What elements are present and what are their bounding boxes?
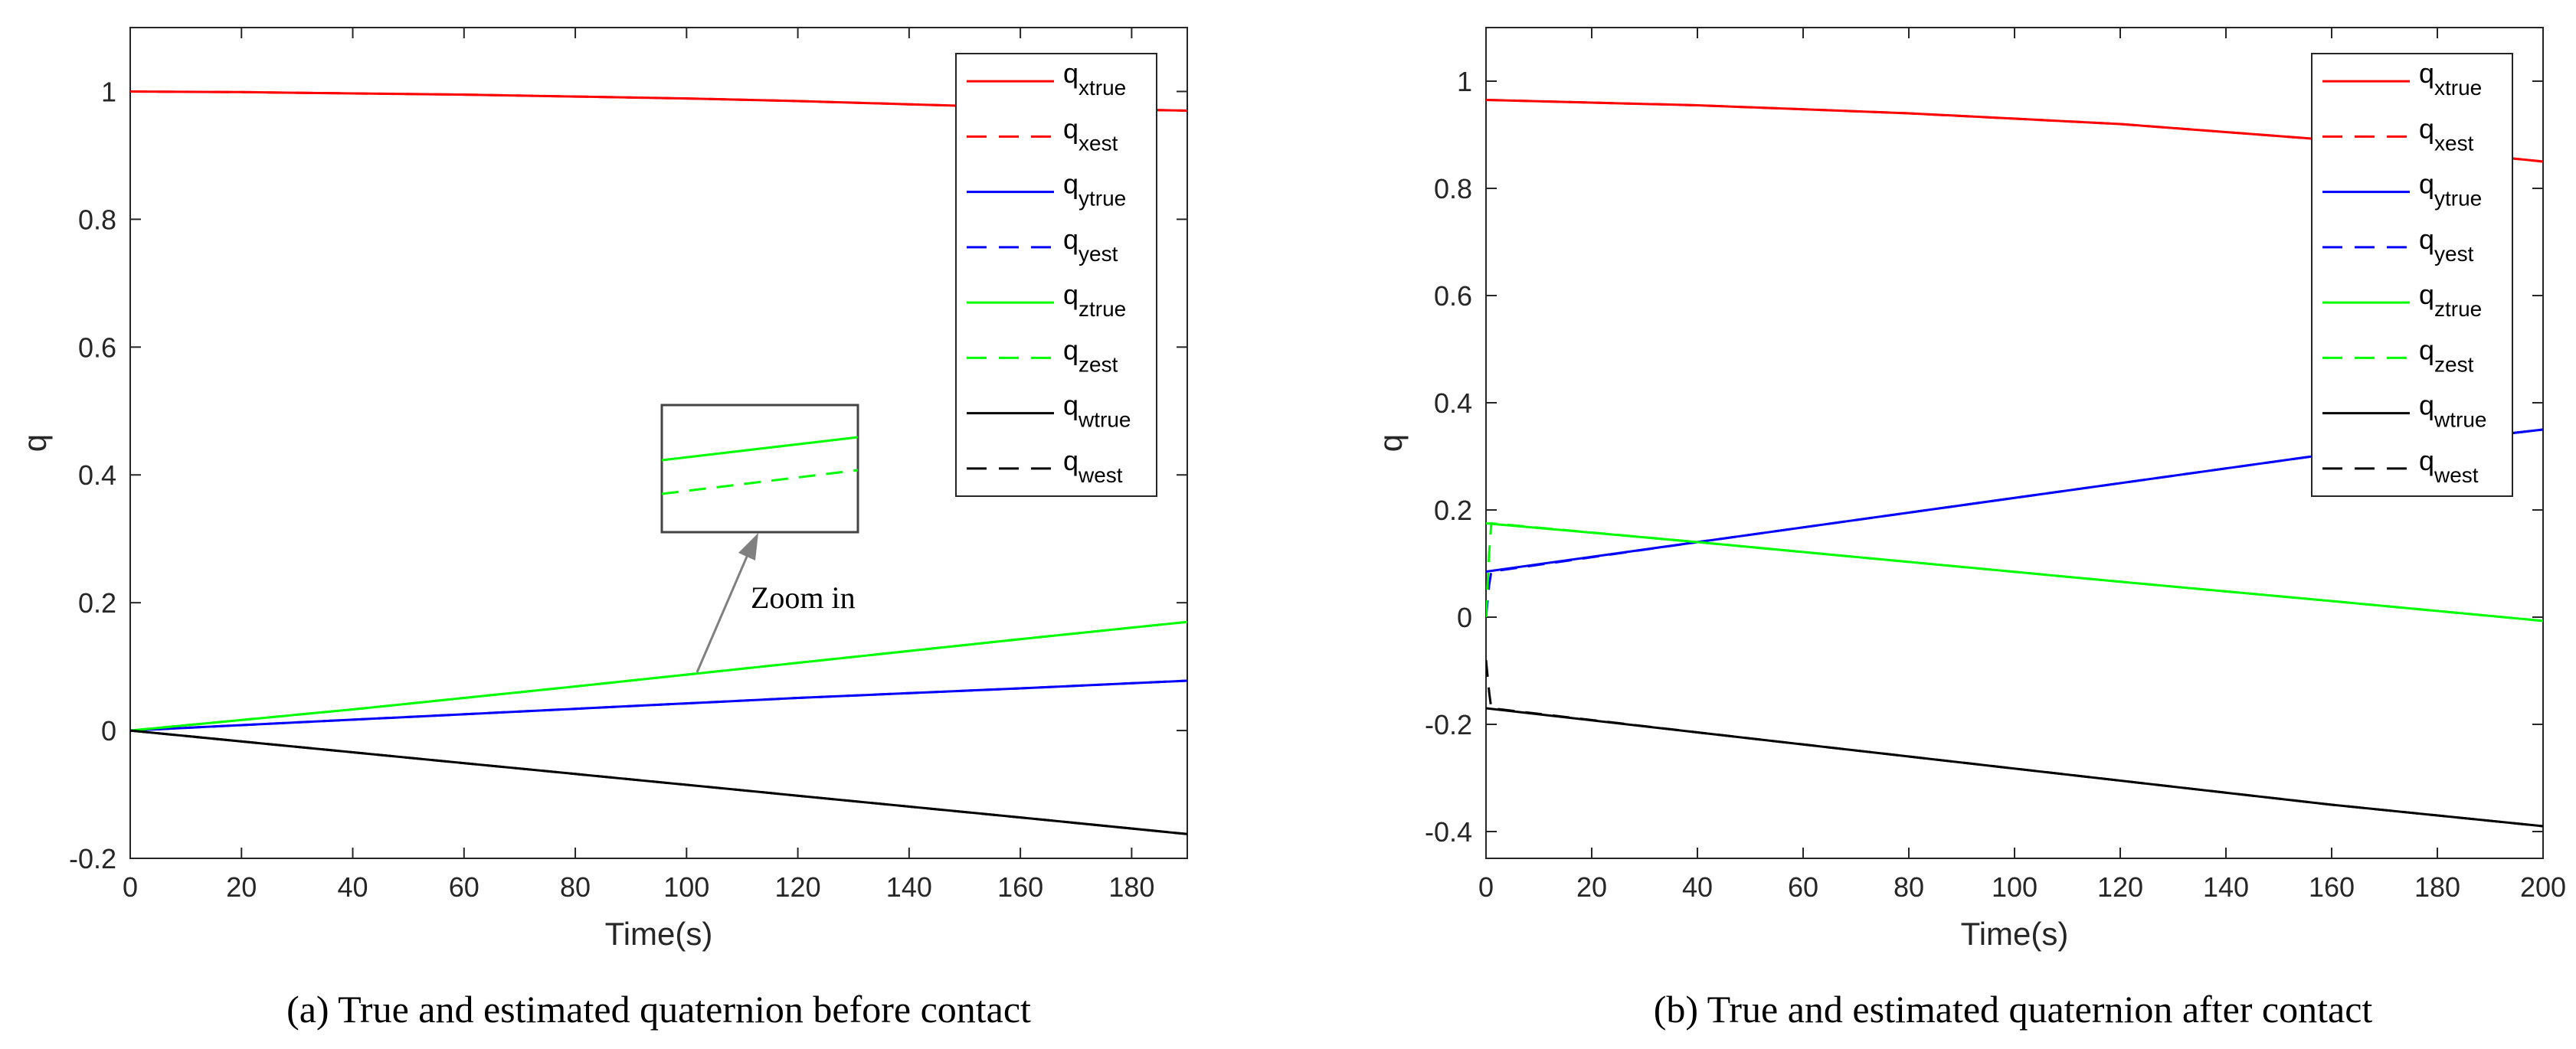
x-tick-label: 0 bbox=[123, 871, 138, 903]
x-tick-label: 180 bbox=[1108, 871, 1154, 903]
x-tick-label: 40 bbox=[1682, 871, 1713, 903]
series-line-zest bbox=[130, 620, 1187, 732]
legend-entry-xtrue: q bbox=[1063, 57, 1079, 89]
zoom-inset: Zoom in bbox=[660, 404, 859, 673]
x-tick-label: 20 bbox=[1576, 871, 1607, 903]
inset-line-zest bbox=[661, 469, 859, 495]
legend-entry-sub-ztrue: ztrue bbox=[2434, 297, 2482, 321]
y-tick-label: 0.6 bbox=[78, 332, 116, 363]
panel-a: 0 20 40 60 80 100 120 140 160 180-0.200.20.40.60.… bbox=[17, 27, 1188, 1031]
inset-box bbox=[660, 404, 859, 534]
y-axis-label: q bbox=[1373, 434, 1409, 452]
x-tick-label: 100 bbox=[1992, 871, 2038, 903]
series-line-west bbox=[130, 729, 1187, 835]
legend-entry-ztrue: q bbox=[2419, 279, 2434, 310]
legend-entry-west: q bbox=[2419, 445, 2434, 476]
series-line-west bbox=[1486, 659, 2543, 828]
panel-caption: (a) True and estimated quaternion before… bbox=[286, 988, 1031, 1031]
y-tick-label: 0.8 bbox=[1434, 173, 1472, 204]
y-tick-label: 0.2 bbox=[1434, 495, 1472, 526]
x-axis-label: Time(s) bbox=[605, 916, 713, 952]
legend-box bbox=[955, 53, 1157, 497]
series-line-xest bbox=[1486, 99, 2543, 163]
legend-entry-ytrue: q bbox=[1063, 168, 1079, 200]
x-axis-label: Time(s) bbox=[1961, 916, 2069, 952]
y-tick-label: 1 bbox=[101, 76, 116, 107]
legend-entry-ztrue: q bbox=[1063, 279, 1079, 310]
x-tick-label: 0 bbox=[1478, 871, 1494, 903]
legend-entry-zest: q bbox=[1063, 334, 1079, 365]
legend-entry-sub-zest: zest bbox=[1079, 352, 1118, 376]
legend-entry-sub-ytrue: ytrue bbox=[2434, 187, 2482, 211]
legend-entry-sub-ztrue: ztrue bbox=[1079, 297, 1126, 321]
legend-entry-zest: q bbox=[2419, 334, 2434, 365]
y-tick-label: 0 bbox=[1457, 602, 1472, 633]
y-tick-label: 0.6 bbox=[1434, 280, 1472, 312]
x-tick-label: 40 bbox=[338, 871, 368, 903]
legend-entry-sub-xest: xest bbox=[1079, 131, 1118, 155]
y-axis-label: q bbox=[17, 434, 53, 452]
plot-area bbox=[1486, 99, 2543, 828]
legend-entry-sub-yest: yest bbox=[1079, 242, 1118, 266]
x-tick-label: 200 bbox=[2520, 871, 2566, 903]
y-tick-label: -0.2 bbox=[1425, 709, 1472, 740]
x-tick-label: 120 bbox=[2097, 871, 2143, 903]
legend-entry-sub-west: west bbox=[1078, 463, 1123, 487]
y-tick-label: 0.4 bbox=[78, 459, 116, 491]
x-tick-label: 120 bbox=[775, 871, 821, 903]
series-line-yest bbox=[1486, 428, 2543, 618]
x-tick-label: 80 bbox=[560, 871, 591, 903]
x-tick-label: 140 bbox=[2203, 871, 2249, 903]
x-tick-label: 100 bbox=[663, 871, 709, 903]
legend-entry-sub-yest: yest bbox=[2434, 242, 2474, 266]
series-line-zest bbox=[1486, 521, 2543, 623]
zoom-arrow-line bbox=[696, 551, 751, 673]
x-tick-label: 180 bbox=[2414, 871, 2460, 903]
legend-entry-west: q bbox=[1063, 445, 1079, 476]
legend-entry-sub-xtrue: xtrue bbox=[2434, 76, 2482, 100]
y-tick-label: 0.4 bbox=[1434, 387, 1472, 419]
legend-entry-sub-west: west bbox=[2434, 463, 2479, 487]
legend-entry-sub-ytrue: ytrue bbox=[1079, 187, 1126, 211]
y-tick-label: -0.4 bbox=[1425, 816, 1472, 848]
legend-entry-sub-xest: xest bbox=[2434, 131, 2474, 155]
y-tick-label: 0.2 bbox=[78, 587, 116, 619]
legend-entry-ytrue: q bbox=[2419, 168, 2434, 200]
panel-b: 0 20 40 60 80 100 120 140 160 180 200 -0.4 -0.2 0 0.2 0… bbox=[1373, 27, 2566, 1031]
legend-entry-wtrue: q bbox=[1063, 390, 1079, 421]
y-tick-label: -0.2 bbox=[69, 843, 116, 874]
x-tick-label: 80 bbox=[1894, 871, 1924, 903]
zoom-annotation: Zoom in bbox=[751, 580, 856, 615]
x-tick-label: 160 bbox=[997, 871, 1043, 903]
legend-entry-sub-wtrue: wtrue bbox=[1078, 408, 1131, 432]
x-tick-label: 140 bbox=[886, 871, 932, 903]
legend-entry-wtrue: q bbox=[2419, 390, 2434, 421]
legend-entry-yest: q bbox=[2419, 224, 2434, 255]
x-tick-label: 60 bbox=[449, 871, 480, 903]
legend-entry-xest: q bbox=[1063, 113, 1079, 144]
y-tick-label: 1 bbox=[1457, 66, 1472, 97]
legend-entry-sub-wtrue: wtrue bbox=[2434, 408, 2486, 432]
legend-entry-yest: q bbox=[1063, 224, 1079, 255]
legend-entry-sub-xtrue: xtrue bbox=[1079, 76, 1126, 100]
legend-box bbox=[2311, 53, 2513, 497]
x-tick-label: 60 bbox=[1788, 871, 1818, 903]
x-tick-label: 20 bbox=[226, 871, 257, 903]
legend-entry-xest: q bbox=[2419, 113, 2434, 144]
x-tick-label: 160 bbox=[2309, 871, 2355, 903]
y-tick-label: 0.8 bbox=[78, 204, 116, 235]
y-tick-label: 0 bbox=[101, 715, 116, 747]
zoom-arrow-head bbox=[738, 533, 758, 560]
inset-line-ztrue bbox=[661, 436, 859, 462]
series-line-yest bbox=[130, 679, 1187, 732]
legend-entry-sub-zest: zest bbox=[2434, 352, 2474, 376]
legend-entry-xtrue: q bbox=[2419, 57, 2434, 89]
panel-caption: (b) True and estimated quaternion after … bbox=[1654, 988, 2373, 1031]
